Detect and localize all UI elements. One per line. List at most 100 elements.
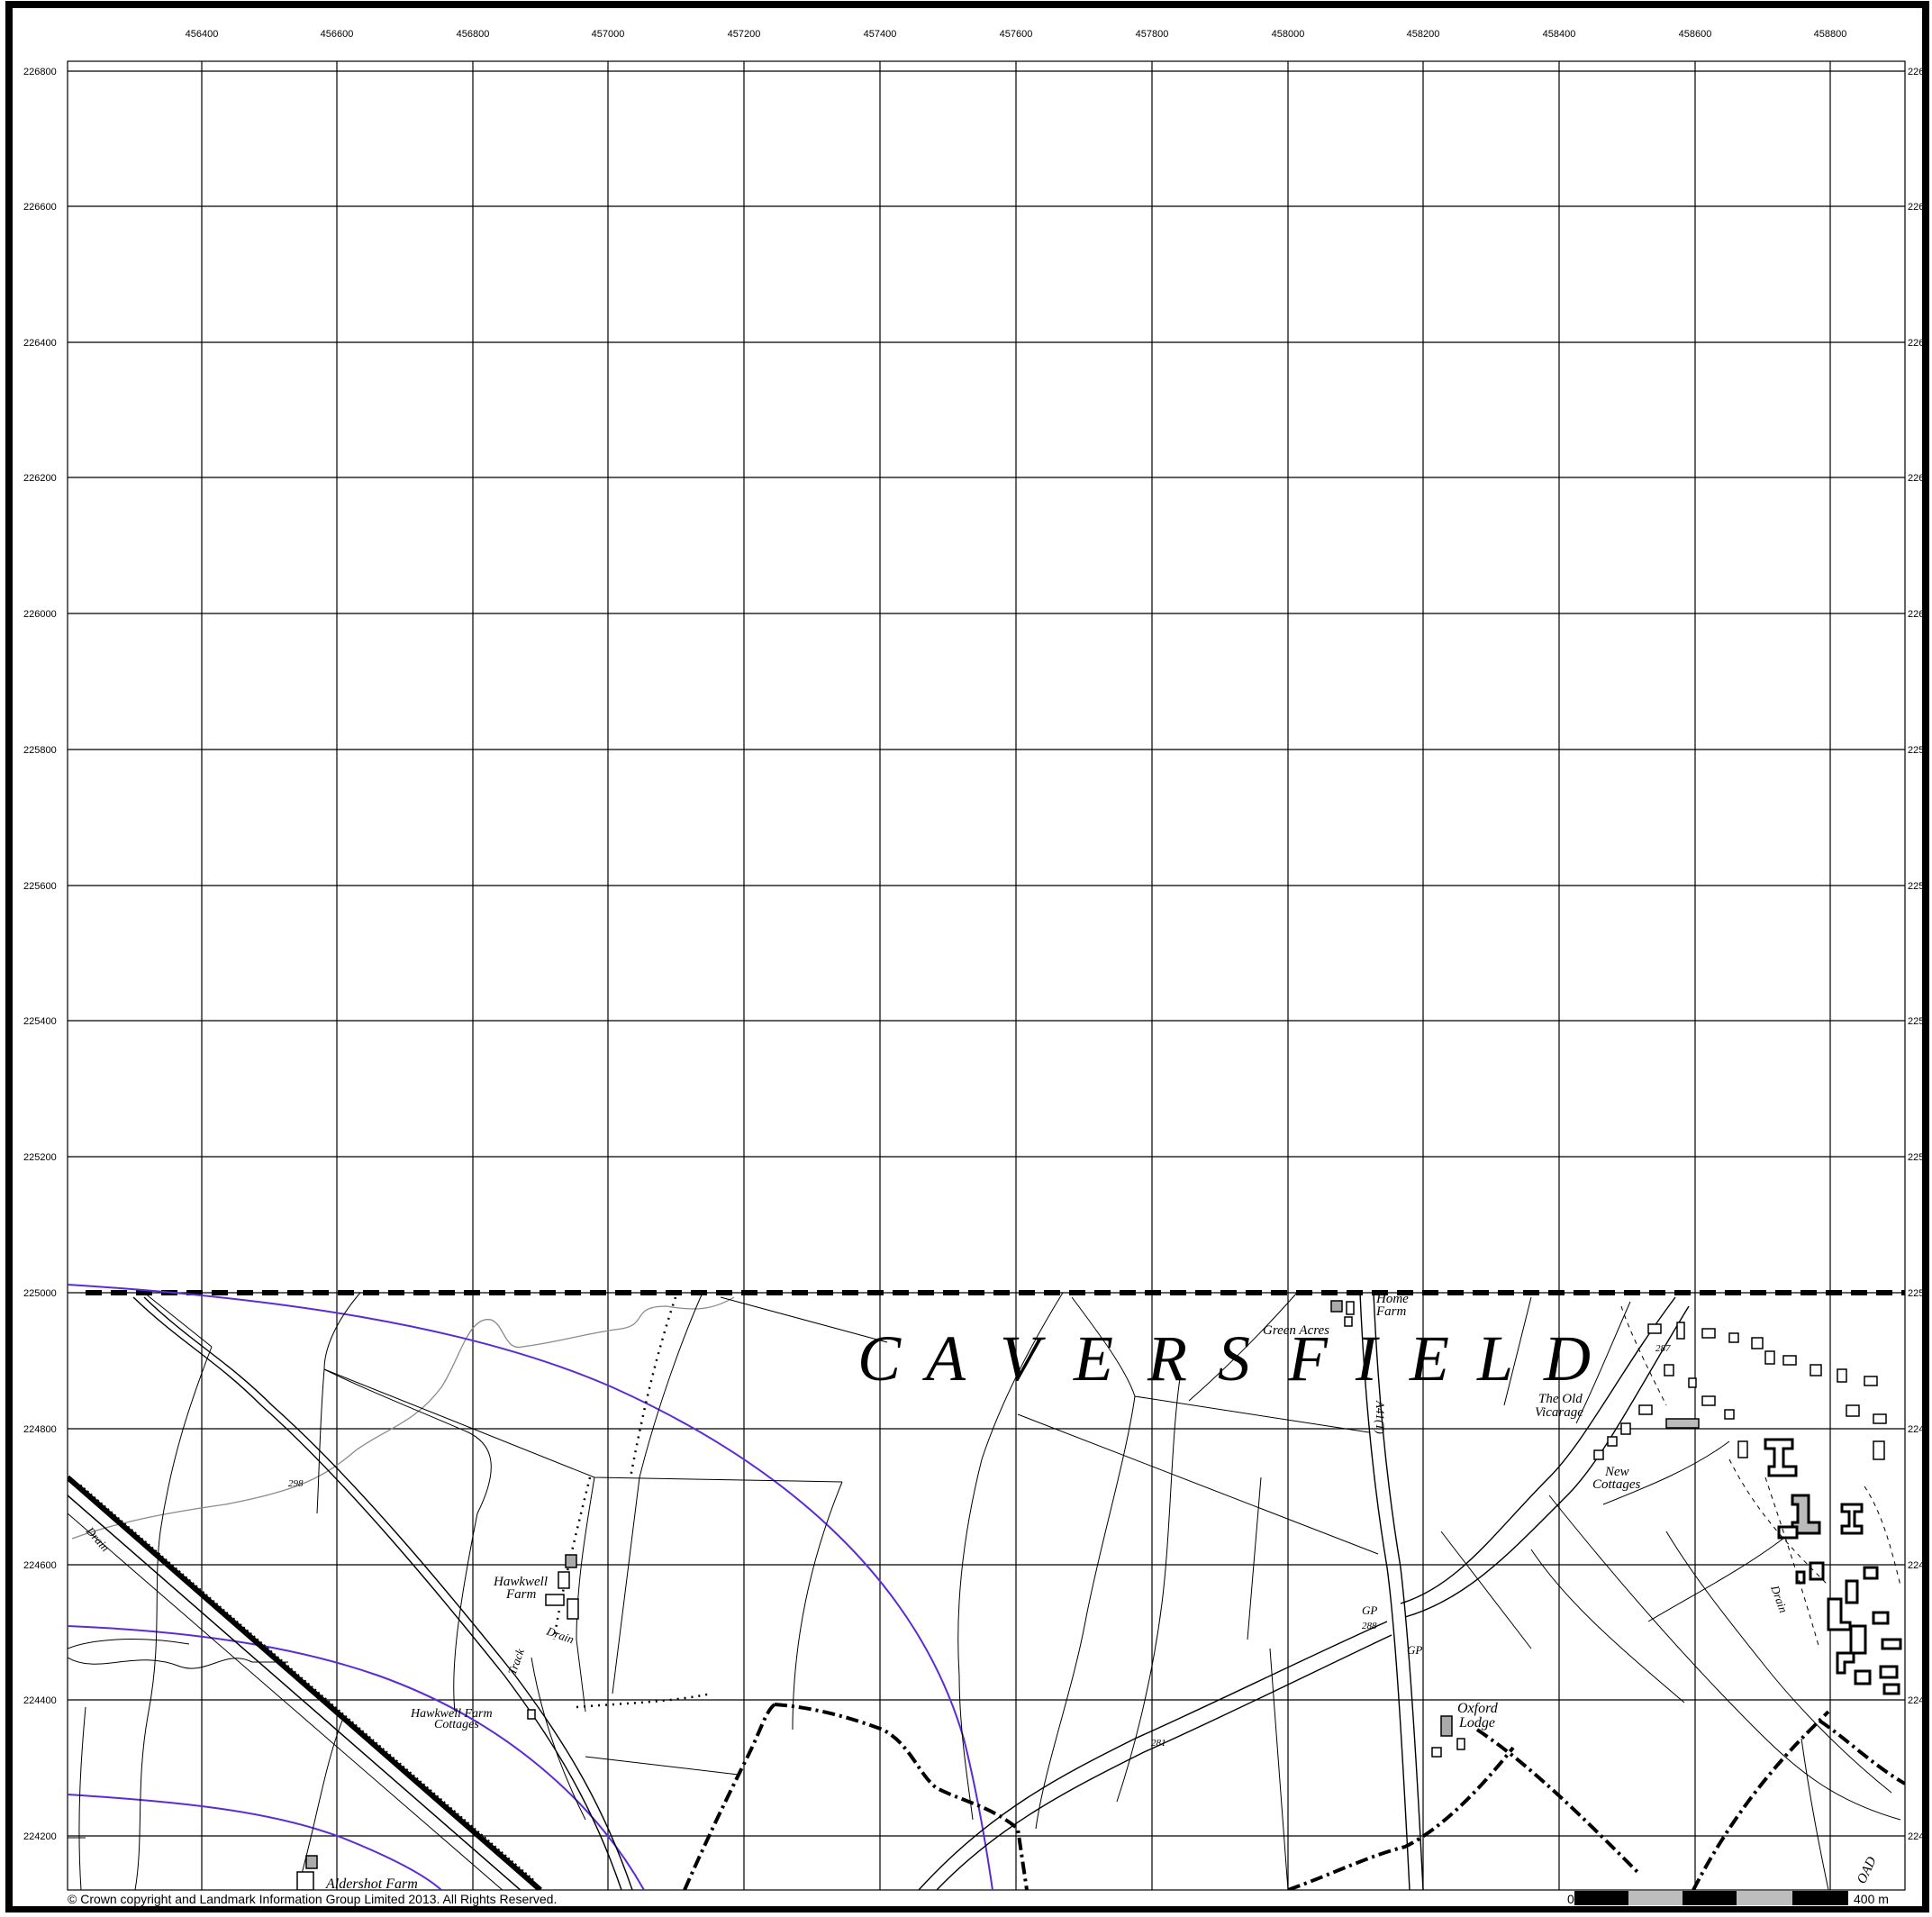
scale-end-label: 400 m (1854, 1892, 1889, 1906)
home-farm-label: Farm (1375, 1304, 1407, 1319)
district-letter: V (1000, 1322, 1046, 1395)
northing-label-right: 2250 (1908, 1288, 1929, 1299)
spot-height: 298 (288, 1478, 304, 1489)
field-boundaries (68, 1292, 1901, 1890)
buildings (296, 1300, 1887, 1890)
aldershot-farm-label: Aldershot Farm (325, 1876, 418, 1892)
buffer-arc (68, 1625, 645, 1890)
northing-label-right: 2246 (1908, 1560, 1929, 1571)
northing-label-right: 2266 (1908, 202, 1929, 213)
buffer-arc (68, 1794, 442, 1890)
easting-labels: 456400 456600 456800 457000 457200 45740… (186, 29, 1847, 40)
spot-height: 287 (1655, 1343, 1671, 1354)
easting-label: 458800 (1814, 29, 1847, 40)
easting-label: 458000 (1272, 29, 1305, 40)
scale-segment (1792, 1891, 1848, 1905)
northing-label: 226600 (23, 202, 57, 213)
district-letter: A (922, 1322, 966, 1395)
scale-segment (1683, 1891, 1737, 1905)
easting-label: 457600 (1000, 29, 1033, 40)
easting-label: 458200 (1407, 29, 1440, 40)
scale-start-label: 0 (1567, 1892, 1574, 1906)
institutional-buildings (1764, 1438, 1902, 1695)
northing-label-right: 2254 (1908, 1016, 1929, 1027)
northing-label: 225400 (23, 1016, 57, 1027)
easting-label: 458600 (1679, 29, 1712, 40)
northing-label: 226000 (23, 609, 57, 620)
northing-label: 224200 (23, 1831, 57, 1842)
northing-label: 225600 (23, 881, 57, 892)
district-letter: R (1147, 1322, 1187, 1395)
northing-label-right: 2260 (1908, 609, 1929, 620)
northing-label: 225800 (23, 745, 57, 756)
northing-label-right: 2252 (1908, 1152, 1929, 1163)
northing-label: 224600 (23, 1560, 57, 1571)
map-panel (67, 60, 1906, 1891)
scale-segment (1574, 1891, 1628, 1905)
district-letter: S (1218, 1322, 1250, 1395)
scale-segment (1628, 1891, 1683, 1905)
scale-segment (1737, 1891, 1792, 1905)
district-letter: E (1409, 1322, 1449, 1395)
easting-label: 457000 (592, 29, 625, 40)
northing-label-right: 2264 (1908, 338, 1929, 349)
northing-label: 225000 (23, 1288, 57, 1299)
northing-label-right: 2248 (1908, 1424, 1929, 1435)
northing-label-right: 2242 (1908, 1831, 1929, 1842)
northing-label-right: 2256 (1908, 881, 1929, 892)
easting-label: 456800 (457, 29, 490, 40)
easting-label: 458400 (1543, 29, 1576, 40)
district-letter: I (1355, 1322, 1380, 1395)
northing-label: 224400 (23, 1695, 57, 1706)
grid-lines (68, 61, 1905, 1890)
hawkwell-cottages-label: Hawkwell Farm (410, 1707, 493, 1721)
map-border (5, 1, 1929, 1913)
northing-label-right: 2258 (1908, 745, 1929, 756)
district-letter: D (1543, 1322, 1591, 1395)
easting-label: 457200 (728, 29, 761, 40)
fence-lines (552, 1296, 712, 1709)
roads (132, 1292, 1690, 1890)
gp-label: GP (1362, 1604, 1377, 1617)
easting-label: 457400 (864, 29, 897, 40)
spot-height: 288 (1362, 1621, 1377, 1631)
hawkwell-cottages-label: Cottages (434, 1718, 479, 1731)
northing-label-right: 2244 (1908, 1695, 1929, 1706)
northing-label: 226800 (23, 67, 57, 77)
stream-line (71, 1296, 735, 1540)
buffer-arcs (68, 1284, 993, 1890)
northing-label: 225200 (23, 1152, 57, 1163)
district-label: C A V E R S F I E L D (857, 1322, 1591, 1395)
green-acres-label: Green Acres (1263, 1323, 1329, 1338)
gp-label: GP (1407, 1643, 1422, 1657)
oxford-lodge-label: Lodge (1458, 1715, 1495, 1731)
northing-label-right: 2268 (1908, 67, 1929, 77)
new-cottages-label: Cottages (1592, 1477, 1640, 1492)
easting-label: 456600 (321, 29, 354, 40)
district-letter: C (857, 1322, 902, 1395)
hawkwell-farm-label: Farm (505, 1587, 537, 1602)
parish-boundary (683, 1703, 1905, 1890)
old-vicarage-label: Vicarage (1535, 1405, 1583, 1420)
district-letter: L (1476, 1322, 1513, 1395)
road-a41-label: A41(T) (1374, 1400, 1387, 1434)
railway (68, 1475, 542, 1890)
northing-labels-left: 226800 226600 226400 226200 226000 22580… (23, 67, 57, 1842)
scale-bar (1574, 1891, 1848, 1905)
buffer-arc (68, 1284, 993, 1890)
hawkwell-farm-label: Hawkwell (493, 1575, 548, 1589)
district-letter: E (1073, 1322, 1113, 1395)
spot-height: 281 (1151, 1738, 1166, 1749)
northing-label: 226200 (23, 473, 57, 484)
easting-label: 456400 (186, 29, 219, 40)
home-farm-label: Home (1375, 1292, 1409, 1306)
easting-label: 457800 (1136, 29, 1169, 40)
northing-labels-right: 2268 2266 2264 2262 2260 2258 2256 2254 … (1908, 67, 1929, 1842)
northing-label: 226400 (23, 338, 57, 349)
copyright-notice: © Crown copyright and Landmark Informati… (68, 1892, 558, 1906)
oxford-lodge-label: Oxford (1457, 1701, 1499, 1716)
northing-label-right: 2262 (1908, 473, 1929, 484)
old-vicarage-label: The Old (1538, 1392, 1583, 1406)
district-letter: F (1287, 1322, 1329, 1395)
